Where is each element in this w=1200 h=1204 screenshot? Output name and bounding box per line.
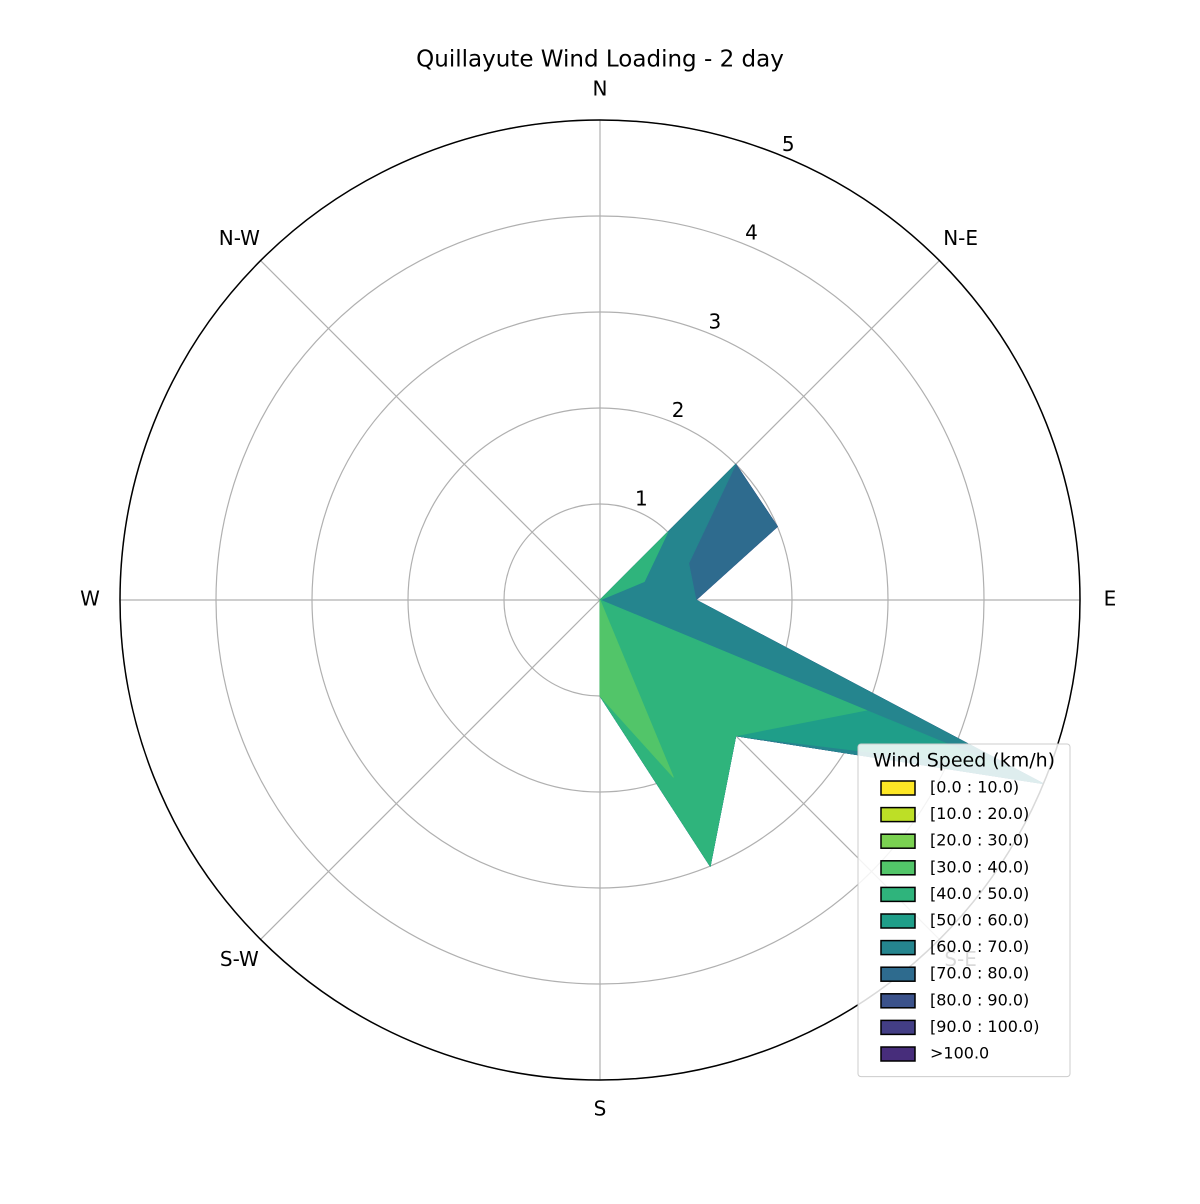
legend-label: [20.0 : 30.0) [930, 831, 1029, 850]
legend-label: [40.0 : 50.0) [930, 884, 1029, 903]
legend-swatch [880, 806, 916, 823]
legend-swatch [880, 913, 916, 929]
legend-label: [80.0 : 90.0) [930, 990, 1029, 1009]
r-tick-label: 5 [782, 132, 795, 156]
legend-swatch [880, 939, 916, 956]
r-tick-label: 4 [745, 221, 758, 245]
direction-label: E [1104, 587, 1117, 611]
grid-spoke [260, 260, 601, 601]
legend-label: [10.0 : 20.0) [930, 804, 1029, 823]
legend-swatch [880, 886, 916, 903]
legend-swatch [880, 966, 916, 982]
r-tick-label: 3 [708, 309, 721, 333]
r-tick-label: 2 [672, 398, 685, 422]
legend-swatch [880, 1019, 916, 1036]
legend-swatch [880, 993, 916, 1009]
chart-title: Quillayute Wind Loading - 2 day [416, 47, 784, 73]
wind-area [599, 599, 674, 778]
direction-label: N [593, 77, 608, 101]
r-tick-label: 1 [635, 487, 648, 511]
wind-area [598, 531, 868, 868]
direction-label: N-E [943, 226, 978, 250]
legend-label: [90.0 : 100.0) [930, 1017, 1039, 1036]
direction-label: N-W [219, 226, 260, 250]
legend-label: [50.0 : 60.0) [930, 911, 1029, 930]
direction-label: S [594, 1097, 607, 1121]
legend-title: Wind Speed (km/h) [873, 750, 1055, 772]
legend-label: [30.0 : 40.0) [930, 857, 1029, 876]
legend-swatch [880, 1046, 916, 1062]
direction-label: W [80, 587, 100, 611]
legend-swatch [880, 860, 916, 876]
legend-label: >100.0 [930, 1044, 989, 1063]
legend: Wind Speed (km/h) [0.0 : 10.0) [10.0 : 20.… [857, 743, 1071, 1078]
legend-label: [70.0 : 80.0) [930, 964, 1029, 983]
legend-label: [60.0 : 70.0) [930, 937, 1029, 956]
legend-swatch [880, 780, 916, 796]
legend-label: [0.0 : 10.0) [930, 778, 1019, 797]
legend-swatch [880, 833, 916, 849]
direction-label: S-W [220, 947, 259, 971]
grid-spoke [260, 599, 601, 940]
polar-frame [119, 119, 1081, 1081]
